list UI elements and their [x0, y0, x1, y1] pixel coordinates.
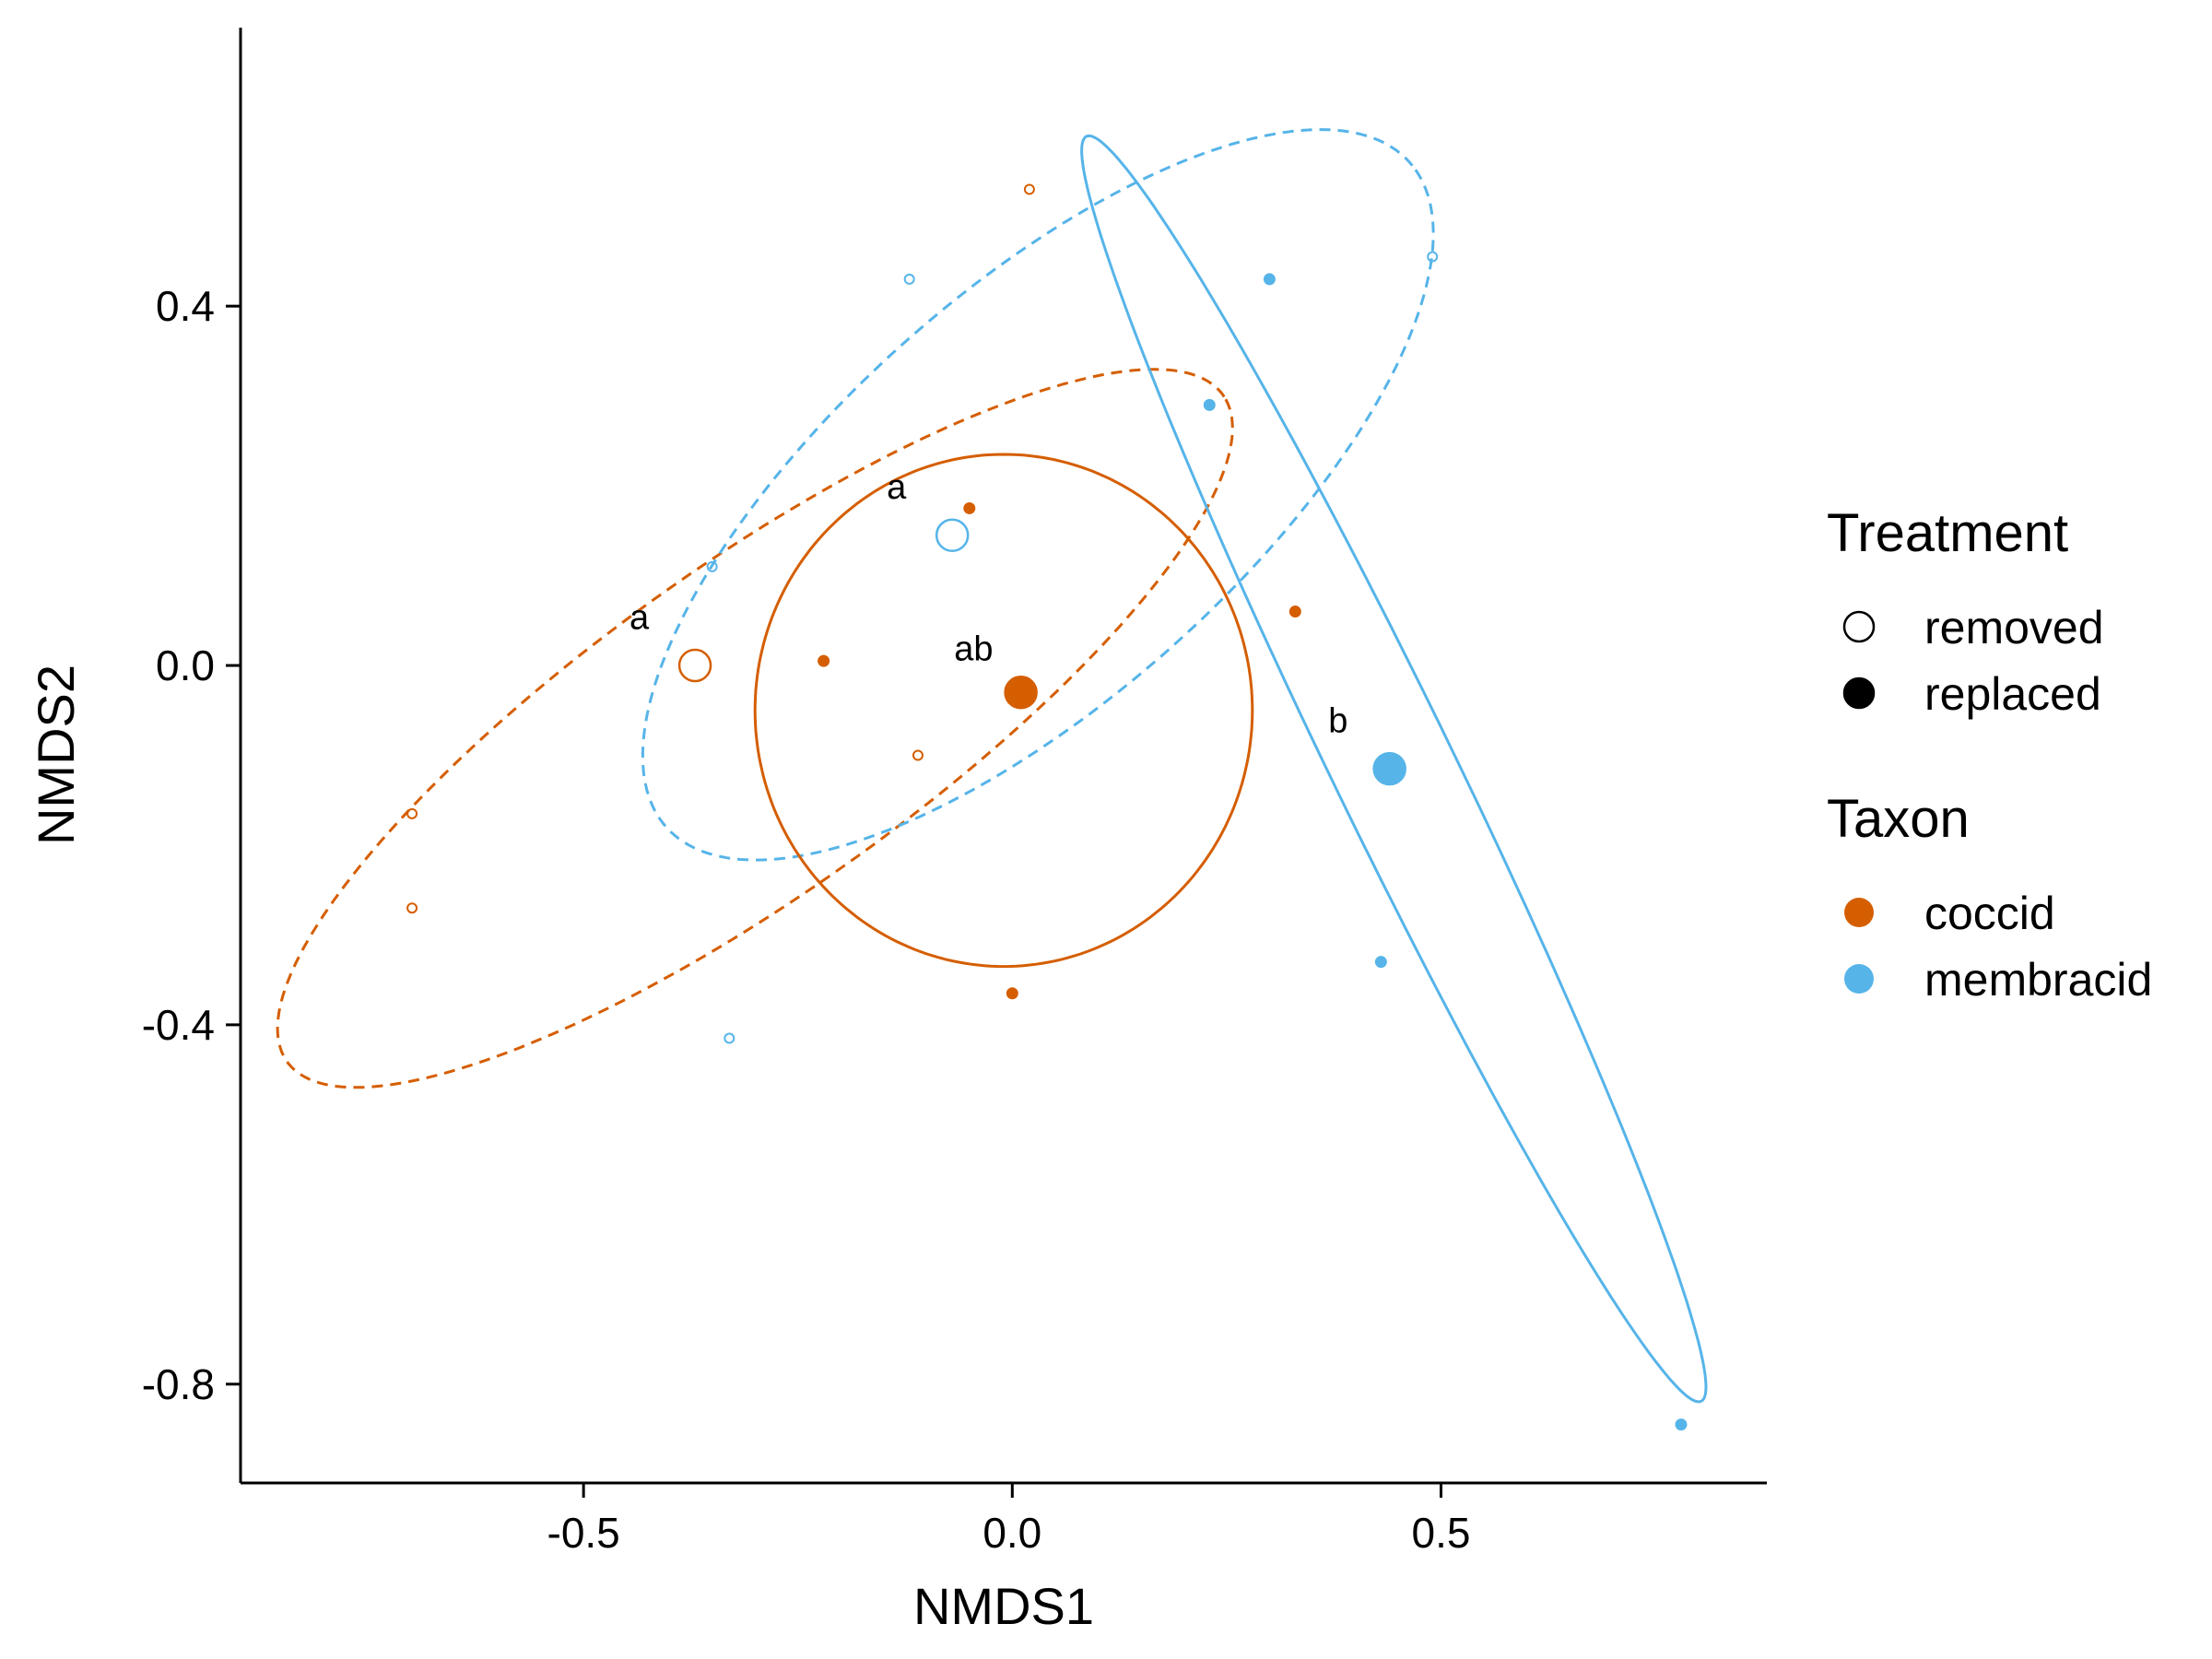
- ellipse-coccid-removed: [276, 368, 1234, 1089]
- group-letter-annotation: a: [629, 598, 650, 637]
- legend-item-coccid: coccid: [1844, 888, 2055, 939]
- ellipse-membracid-removed: [641, 128, 1435, 862]
- point-coccid-replaced: [1288, 606, 1301, 618]
- point-membracid-replaced: [1374, 956, 1387, 969]
- legend-item-removed: removed: [1842, 602, 2104, 653]
- x-tick-label: -0.5: [547, 1509, 620, 1557]
- y-axis-title: NMDS2: [27, 665, 85, 845]
- legend-label-membracid: membracid: [1924, 954, 2152, 1006]
- x-tick-label: 0.5: [1411, 1509, 1470, 1557]
- centroid-layer: [677, 518, 1406, 786]
- legend-title-taxon: Taxon: [1827, 789, 1970, 849]
- group-letter-annotation: b: [1328, 702, 1347, 741]
- legend-key-replaced: [1842, 677, 1876, 710]
- centroid-coccid-removed: [677, 648, 712, 683]
- point-coccid-removed: [406, 807, 418, 819]
- legend-label-coccid: coccid: [1924, 888, 2055, 939]
- x-axis-title: NMDS1: [913, 1577, 1094, 1635]
- axes: -0.5 0.0 0.5 0.4 0.0 -0.4 -0.8 NMDS1 NMDS2: [27, 28, 1767, 1635]
- legend-title-treatment: Treatment: [1827, 503, 2068, 563]
- plot-area: a a ab b: [276, 128, 1708, 1431]
- point-coccid-removed: [1023, 183, 1035, 195]
- legend-item-membracid: membracid: [1844, 954, 2152, 1006]
- ellipse-coccid-replaced: [753, 453, 1254, 969]
- legend-label-replaced: replaced: [1924, 668, 2101, 720]
- point-membracid-replaced: [1263, 273, 1276, 286]
- ellipse-layer: [276, 128, 1708, 1404]
- point-coccid-replaced: [818, 654, 830, 667]
- y-tick-label: 0.0: [156, 641, 215, 689]
- group-letter-annotation: a: [887, 468, 907, 507]
- y-tick-label: -0.4: [142, 1001, 215, 1049]
- point-membracid-removed: [903, 273, 915, 285]
- point-membracid-removed: [706, 560, 718, 572]
- point-coccid-removed: [912, 749, 924, 761]
- annotation-layer: a a ab b: [629, 468, 1347, 740]
- point-coccid-replaced: [963, 501, 976, 514]
- legend-key-removed: [1842, 610, 1876, 643]
- group-letter-annotation: ab: [954, 630, 993, 669]
- point-membracid-removed: [724, 1032, 735, 1044]
- centroid-membracid-removed: [935, 518, 970, 552]
- legend-key-coccid: [1844, 898, 1874, 927]
- x-ticks: -0.5 0.0 0.5: [547, 1483, 1470, 1557]
- centroid-coccid-replaced: [1004, 676, 1038, 710]
- point-membracid-removed: [1427, 251, 1439, 263]
- y-tick-label: 0.4: [156, 282, 215, 330]
- centroid-membracid-replaced: [1372, 751, 1406, 786]
- point-layer: [406, 183, 1688, 1431]
- legend-label-removed: removed: [1924, 602, 2104, 653]
- y-tick-label: -0.8: [142, 1360, 215, 1408]
- legend-item-replaced: replaced: [1842, 668, 2101, 720]
- point-coccid-removed: [406, 902, 418, 914]
- point-coccid-replaced: [1006, 987, 1018, 1000]
- x-tick-label: 0.0: [982, 1509, 1041, 1557]
- legend-key-membracid: [1844, 964, 1874, 994]
- legend: Treatment removed replaced Taxon coccid …: [1827, 503, 2152, 1006]
- y-ticks: 0.4 0.0 -0.4 -0.8: [142, 282, 241, 1408]
- point-membracid-replaced: [1675, 1418, 1688, 1431]
- ellipse-membracid-replaced: [1080, 134, 1708, 1404]
- point-membracid-replaced: [1203, 398, 1216, 411]
